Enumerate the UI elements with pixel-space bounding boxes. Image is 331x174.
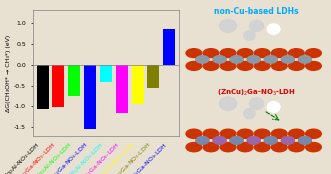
Circle shape	[186, 61, 202, 70]
Circle shape	[271, 143, 287, 152]
Circle shape	[237, 49, 253, 57]
Circle shape	[289, 49, 304, 57]
Circle shape	[281, 56, 294, 63]
Circle shape	[203, 143, 219, 152]
Circle shape	[255, 49, 270, 57]
Circle shape	[299, 56, 311, 63]
Circle shape	[255, 129, 270, 138]
Circle shape	[203, 61, 219, 70]
Circle shape	[196, 56, 209, 63]
Ellipse shape	[219, 97, 237, 110]
Circle shape	[203, 49, 219, 57]
Circle shape	[289, 61, 304, 70]
Circle shape	[230, 137, 243, 144]
Bar	[100, 65, 112, 82]
Ellipse shape	[267, 24, 280, 34]
Circle shape	[306, 129, 321, 138]
Circle shape	[237, 61, 253, 70]
Circle shape	[247, 137, 260, 144]
Circle shape	[230, 137, 243, 144]
Circle shape	[299, 137, 311, 144]
Bar	[163, 29, 175, 65]
Circle shape	[255, 61, 270, 70]
Circle shape	[220, 61, 236, 70]
Ellipse shape	[250, 98, 263, 110]
Circle shape	[220, 143, 236, 152]
Text: non-Cu-based LDHs: non-Cu-based LDHs	[214, 7, 299, 17]
Circle shape	[289, 143, 304, 152]
Circle shape	[213, 137, 226, 144]
Circle shape	[247, 56, 260, 63]
Circle shape	[264, 137, 277, 144]
Bar	[84, 65, 96, 129]
Circle shape	[271, 49, 287, 57]
Circle shape	[264, 56, 277, 63]
Circle shape	[306, 143, 321, 152]
Circle shape	[271, 61, 287, 70]
Bar	[148, 65, 159, 88]
Circle shape	[203, 129, 219, 138]
Circle shape	[306, 49, 321, 57]
Circle shape	[220, 49, 236, 57]
Bar	[68, 65, 80, 96]
Circle shape	[299, 56, 311, 63]
Circle shape	[289, 129, 304, 138]
Circle shape	[264, 137, 277, 144]
Circle shape	[306, 61, 321, 70]
Ellipse shape	[244, 109, 255, 119]
Circle shape	[196, 137, 209, 144]
Circle shape	[186, 49, 202, 57]
Circle shape	[237, 129, 253, 138]
Bar	[132, 65, 144, 104]
Bar	[53, 65, 64, 107]
Circle shape	[281, 137, 294, 144]
Circle shape	[264, 56, 277, 63]
Bar	[116, 65, 128, 113]
Ellipse shape	[267, 102, 280, 112]
Circle shape	[247, 137, 260, 144]
Circle shape	[230, 56, 243, 63]
Circle shape	[281, 137, 294, 144]
Circle shape	[255, 143, 270, 152]
Circle shape	[271, 129, 287, 138]
Circle shape	[299, 137, 311, 144]
Circle shape	[213, 56, 226, 63]
Circle shape	[213, 137, 226, 144]
Y-axis label: ΔG(CH₃OH* → CH₃*) (eV): ΔG(CH₃OH* → CH₃*) (eV)	[6, 34, 11, 112]
Bar	[37, 65, 49, 109]
Circle shape	[186, 129, 202, 138]
Text: (ZnCu)$_2$Ga-NO$_3$-LDH: (ZnCu)$_2$Ga-NO$_3$-LDH	[217, 88, 296, 98]
Ellipse shape	[219, 19, 237, 32]
Ellipse shape	[250, 20, 263, 31]
Circle shape	[230, 56, 243, 63]
Ellipse shape	[244, 31, 255, 40]
Circle shape	[196, 137, 209, 144]
Circle shape	[186, 143, 202, 152]
Circle shape	[237, 143, 253, 152]
Circle shape	[220, 129, 236, 138]
Circle shape	[281, 56, 294, 63]
Circle shape	[196, 56, 209, 63]
Circle shape	[213, 56, 226, 63]
Circle shape	[247, 56, 260, 63]
